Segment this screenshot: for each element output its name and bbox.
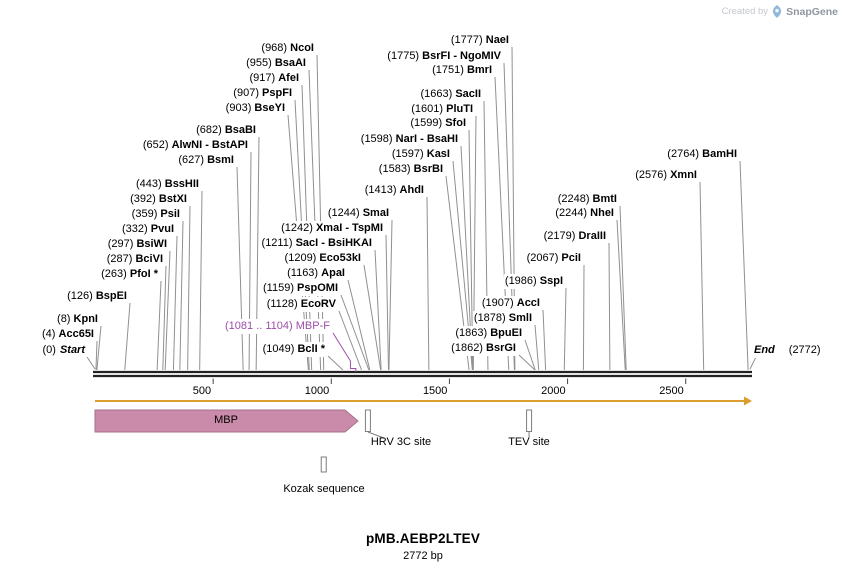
- site-leader-line: [327, 355, 344, 371]
- site-leader-line: [187, 205, 191, 371]
- site-leader-line: [248, 151, 252, 371]
- site-leader-line: [542, 309, 547, 371]
- site-leader-line: [347, 279, 371, 371]
- site-leader-line: [95, 340, 98, 371]
- site-leader-line: [483, 100, 489, 371]
- tev-site-marker: [526, 409, 533, 432]
- site-leader-line: [164, 250, 171, 371]
- site-leader-line: [338, 310, 363, 371]
- site-leader-line: [608, 242, 611, 371]
- primer-leader-line: [332, 332, 357, 372]
- site-leader-line: [388, 219, 393, 371]
- snapgene-logo-icon: [772, 5, 782, 18]
- site-leader-line: [582, 264, 585, 371]
- site-leader-line: [255, 136, 260, 371]
- site-leader-line: [172, 235, 178, 371]
- site-leader-line: [739, 160, 749, 371]
- site-leader-line: [363, 264, 382, 371]
- site-leader-line: [452, 160, 473, 371]
- site-leader-line: [162, 265, 167, 371]
- site-leader-line: [518, 354, 536, 371]
- site-leader-line: [96, 325, 102, 371]
- site-leader-line: [316, 54, 325, 371]
- snapgene-watermark: Created by SnapGene: [722, 5, 838, 18]
- site-leader-line: [524, 339, 536, 371]
- site-leader-line: [385, 234, 389, 371]
- site-leader-line: [494, 76, 510, 371]
- site-leader-line: [426, 196, 430, 371]
- watermark-created-by: Created by: [721, 6, 769, 17]
- site-leader-line: [616, 219, 626, 371]
- site-leader-line: [374, 249, 382, 371]
- site-leader-line: [308, 69, 322, 371]
- site-leader-line: [619, 205, 627, 371]
- site-leader-line: [472, 115, 477, 371]
- site-leader-line: [699, 181, 705, 371]
- site-leader-line: [179, 220, 184, 371]
- site-leader-line: [563, 287, 567, 371]
- hrv3c-connector-line: [367, 431, 385, 439]
- site-leader-line: [199, 190, 203, 371]
- site-leader-line: [236, 166, 244, 371]
- site-leader-line: [534, 324, 540, 371]
- watermark-brand: SnapGene: [786, 5, 838, 18]
- backbone-arrowhead: [744, 396, 752, 406]
- start-leader-line: [86, 356, 96, 370]
- kozak-marker: [320, 456, 327, 473]
- mbp-feature-arrow: [94, 409, 359, 433]
- site-leader-line: [340, 294, 370, 371]
- end-leader-line: [749, 356, 757, 370]
- site-leader-line: [156, 280, 162, 371]
- hrv3c-site-marker: [364, 409, 371, 432]
- site-leader-line: [124, 302, 131, 371]
